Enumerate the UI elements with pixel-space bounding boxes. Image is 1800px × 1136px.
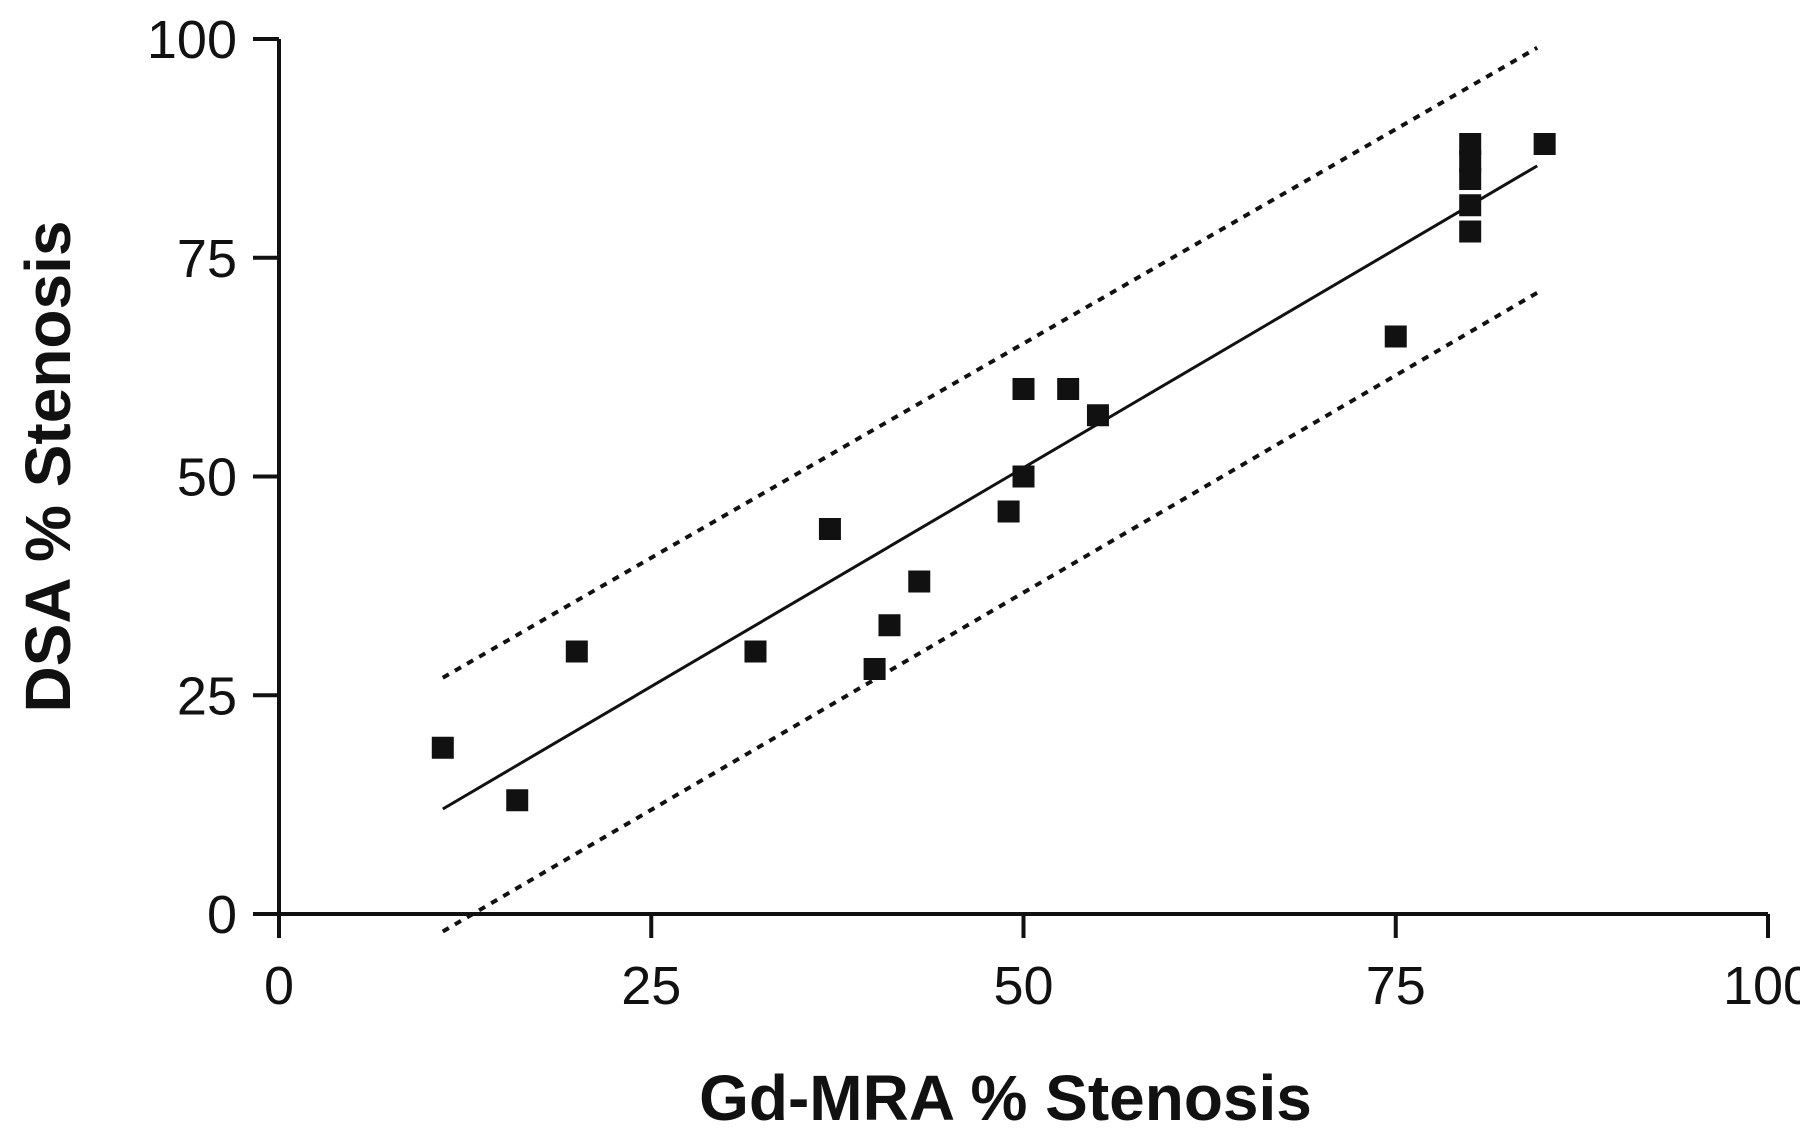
x-tick-label: 0 xyxy=(264,956,294,1016)
data-point xyxy=(1459,150,1482,173)
data-points xyxy=(431,133,1556,812)
data-point xyxy=(1012,378,1035,400)
data-point xyxy=(1086,404,1109,427)
x-tick-label: 25 xyxy=(621,956,681,1016)
regression-line xyxy=(442,164,1538,811)
data-point xyxy=(1459,220,1482,243)
x-axis-title: Gd-MRA % Stenosis xyxy=(699,1062,1312,1134)
data-point xyxy=(565,640,588,663)
data-point xyxy=(878,614,901,637)
y-tick-label: 25 xyxy=(177,666,237,726)
data-point xyxy=(818,518,841,540)
y-tick-label: 50 xyxy=(177,448,237,508)
data-point xyxy=(1012,465,1035,488)
y-tick-label: 0 xyxy=(207,885,237,945)
y-axis-title: DSA % Stenosis xyxy=(12,221,84,713)
data-point xyxy=(1533,133,1556,155)
data-point xyxy=(1057,378,1080,400)
axes: 0 25 50 75 100 0 25 50 75 100 xyxy=(147,10,1800,1016)
x-tick-label: 75 xyxy=(1366,956,1426,1016)
y-tick-label: 100 xyxy=(147,10,237,70)
data-point xyxy=(997,500,1020,523)
data-point xyxy=(1459,168,1482,190)
data-point xyxy=(431,736,454,759)
data-point xyxy=(908,570,931,593)
data-point xyxy=(744,640,767,663)
data-point xyxy=(863,658,886,680)
data-point xyxy=(1459,194,1482,217)
regression-lines xyxy=(441,46,1539,934)
confidence-bound-line xyxy=(441,46,1539,680)
x-tick-label: 50 xyxy=(993,956,1053,1016)
y-tick-label: 75 xyxy=(177,229,237,289)
data-point xyxy=(1459,133,1482,155)
x-tick-label: 100 xyxy=(1723,956,1800,1016)
confidence-bound-line xyxy=(441,291,1539,934)
data-point xyxy=(1384,325,1407,348)
data-point xyxy=(506,789,529,812)
axis-labels: Gd-MRA % Stenosis DSA % Stenosis xyxy=(12,221,1312,1134)
